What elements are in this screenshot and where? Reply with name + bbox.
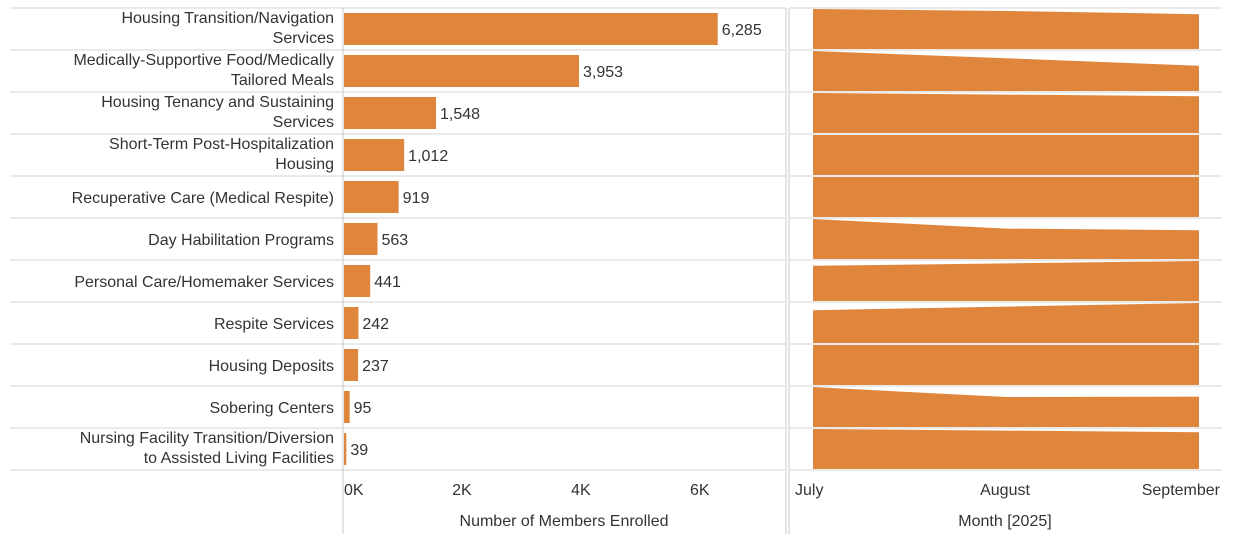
month-tick-label: September: [1142, 482, 1221, 499]
category-label: Recuperative Care (Medical Respite): [72, 190, 334, 207]
area-series: [813, 219, 1199, 259]
month-tick-label: August: [980, 482, 1030, 499]
x-axis-title-month: Month [2025]: [958, 513, 1051, 530]
x-axis-title-enrollment: Number of Members Enrolled: [460, 513, 669, 530]
category-label: Housing Tenancy and Sustaining Services: [101, 94, 334, 131]
category-label: Respite Services: [214, 316, 334, 333]
category-label-line: Housing Tenancy and Sustaining: [101, 94, 334, 111]
bar: [344, 391, 350, 423]
bar: [344, 265, 371, 297]
category-label-line: Short-Term Post-Hospitalization: [109, 136, 334, 153]
bar: [344, 307, 359, 339]
category-label-line: to Assisted Living Facilities: [144, 450, 334, 467]
category-label-line: Tailored Meals: [231, 72, 334, 89]
value-label: 6,285: [722, 22, 762, 39]
category-label: Short-Term Post-Hospitalization Housing: [109, 136, 334, 173]
area-layer: [813, 9, 1199, 469]
value-label: 39: [350, 442, 368, 459]
bar: [344, 223, 378, 255]
axis-layer: 0K 2K 4K 6K July August September: [342, 8, 1221, 534]
area-series: [813, 429, 1199, 469]
bar: [344, 55, 580, 87]
bar: [344, 349, 359, 381]
x-tick-label: 2K: [452, 482, 472, 499]
area-series: [813, 387, 1199, 427]
bar: [344, 181, 399, 213]
value-label: 1,012: [408, 148, 448, 165]
bar: [344, 433, 347, 465]
category-label-line: Services: [273, 30, 334, 47]
area-series: [813, 303, 1199, 343]
category-label-line: Services: [273, 114, 334, 131]
x-tick-label: 0K: [344, 482, 364, 499]
value-label: 3,953: [583, 64, 623, 81]
area-series: [813, 261, 1199, 301]
area-series: [813, 135, 1199, 175]
category-label-line: Medically-Supportive Food/Medically: [73, 52, 334, 69]
value-label: 919: [403, 190, 430, 207]
area-series: [813, 177, 1199, 217]
bar: [344, 97, 437, 129]
category-label: Nursing Facility Transition/Diversion to …: [80, 430, 334, 467]
area-series: [813, 93, 1199, 133]
category-label-line: Nursing Facility Transition/Diversion: [80, 430, 334, 447]
x-tick-label: 6K: [690, 482, 710, 499]
bar: [344, 139, 405, 171]
category-label-line: Housing: [275, 156, 334, 173]
value-label: 441: [374, 274, 401, 291]
labels-layer: 6,285 Housing Transition/Navigation Servic…: [72, 10, 762, 467]
bar: [344, 13, 718, 45]
category-label: Housing Transition/Navigation Services: [121, 10, 334, 47]
value-label: 563: [381, 232, 408, 249]
value-label: 1,548: [440, 106, 480, 123]
area-series: [813, 9, 1199, 49]
category-label: Day Habilitation Programs: [148, 232, 334, 249]
value-label: 95: [354, 400, 372, 417]
grid-layer: [10, 7, 1222, 471]
x-tick-label: 4K: [571, 482, 591, 499]
value-label: 242: [362, 316, 389, 333]
category-label: Housing Deposits: [209, 358, 334, 375]
month-tick-label: July: [795, 482, 823, 499]
category-label: Sobering Centers: [209, 400, 334, 417]
category-label: Medically-Supportive Food/Medically Tailo…: [73, 52, 334, 89]
bars-layer: [344, 13, 718, 465]
area-series: [813, 345, 1199, 385]
value-label: 237: [362, 358, 389, 375]
category-label: Personal Care/Homemaker Services: [74, 274, 334, 291]
category-label-line: Housing Transition/Navigation: [121, 10, 334, 27]
area-series: [813, 51, 1199, 91]
